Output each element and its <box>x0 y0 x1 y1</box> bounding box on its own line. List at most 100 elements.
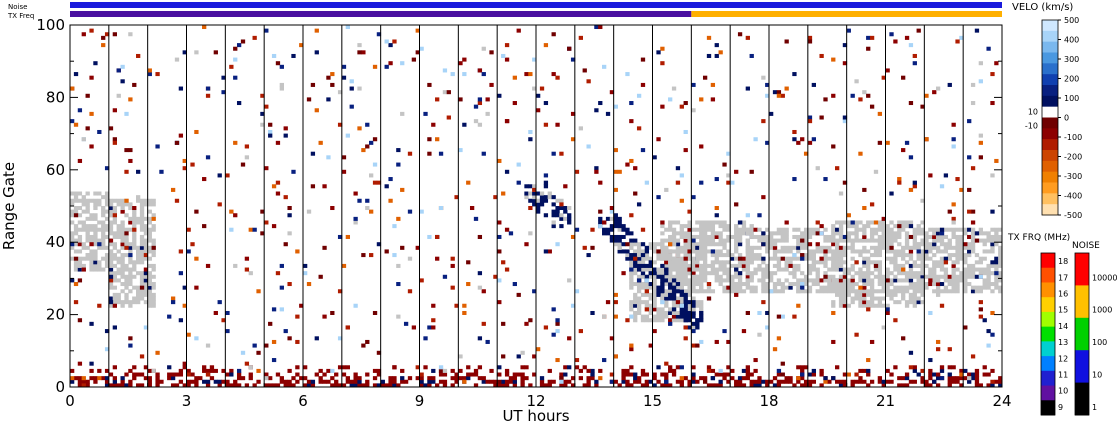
echo-cell <box>147 379 152 384</box>
ground-scatter-cell <box>815 260 820 265</box>
echo-cell <box>283 329 288 334</box>
ground-scatter-cell <box>772 256 778 261</box>
echo-cell <box>73 122 79 127</box>
ground-scatter-cell <box>151 253 156 258</box>
echo-cell <box>376 368 382 373</box>
noise-scale-swatch <box>1075 285 1089 319</box>
ground-scatter-cell <box>978 285 983 290</box>
ground-scatter-cell <box>629 282 634 287</box>
ground-scatter-cell <box>726 289 731 294</box>
ground-scatter-cell <box>939 249 945 254</box>
ground-scatter-cell <box>959 227 964 232</box>
ground-scatter-cell <box>955 267 960 272</box>
echo-cell <box>792 129 797 134</box>
echo-cell <box>582 68 587 73</box>
ground-scatter-cell <box>132 213 137 218</box>
echo-cell <box>271 184 277 189</box>
ground-scatter-cell <box>73 227 79 232</box>
ground-scatter-cell <box>702 231 708 236</box>
echo-cell <box>345 325 350 330</box>
echo-cell <box>446 90 451 95</box>
ground-scatter-cell <box>120 206 125 211</box>
echo-cell <box>81 383 86 388</box>
echo-cell <box>450 376 455 381</box>
echo-cell <box>143 271 149 276</box>
ground-scatter-cell <box>986 282 991 287</box>
echo-cell <box>70 242 75 247</box>
ground-scatter-cell <box>901 256 906 261</box>
ground-scatter-cell <box>885 274 890 279</box>
ground-scatter-cell <box>877 296 883 301</box>
echo-cell <box>205 93 211 98</box>
ground-scatter-cell <box>143 249 149 254</box>
ground-scatter-cell <box>881 245 886 250</box>
ground-scatter-cell <box>761 238 766 243</box>
ground-scatter-cell <box>77 213 83 218</box>
ground-scatter-cell <box>147 282 152 287</box>
ground-scatter-cell <box>81 242 86 247</box>
echo-cell <box>295 249 300 254</box>
ground-scatter-cell <box>811 263 816 268</box>
echo-cell <box>656 379 661 384</box>
echo-cell <box>186 368 191 373</box>
ground-scatter-cell <box>675 256 681 261</box>
ground-scatter-cell <box>702 271 708 276</box>
echo-cell <box>493 274 498 279</box>
ground-scatter-cell <box>842 285 848 290</box>
ground-scatter-cell <box>885 292 890 297</box>
echo-cell <box>155 383 160 388</box>
ground-scatter-cell <box>139 206 145 211</box>
echo-cell <box>862 187 867 192</box>
ground-scatter-cell <box>749 224 754 229</box>
ground-scatter-cell <box>675 231 681 236</box>
echo-cell <box>749 379 754 384</box>
ground-scatter-cell <box>967 274 972 279</box>
ground-scatter-cell <box>838 300 844 305</box>
echo-cell <box>761 256 766 261</box>
echo-cell <box>477 365 483 370</box>
ground-scatter-cell <box>776 227 782 232</box>
ground-scatter-cell <box>648 256 653 261</box>
echo-cell <box>73 300 79 305</box>
echo-cell <box>784 376 789 381</box>
ground-scatter-cell <box>761 271 766 276</box>
ground-scatter-cell <box>796 256 801 261</box>
ground-scatter-cell <box>70 209 75 214</box>
echo-cell <box>671 372 677 377</box>
echo-cell <box>209 365 215 370</box>
ground-scatter-cell <box>769 238 774 243</box>
echo-cell <box>427 151 432 156</box>
echo-cell <box>928 383 933 388</box>
echo-cell <box>605 227 611 232</box>
echo-cell <box>885 368 890 373</box>
ground-scatter-cell <box>671 274 677 279</box>
echo-cell <box>182 50 187 55</box>
echo-cell <box>221 318 226 323</box>
ground-scatter-cell <box>749 274 754 279</box>
echo-cell <box>101 376 106 381</box>
ground-scatter-cell <box>807 231 813 236</box>
ground-scatter-cell <box>104 216 110 221</box>
echo-cell <box>547 195 552 200</box>
ground-scatter-cell <box>85 209 90 214</box>
echo-cell <box>951 216 956 221</box>
echo-cell <box>838 245 844 250</box>
ground-scatter-cell <box>737 234 743 239</box>
ground-scatter-cell <box>143 274 149 279</box>
echo-cell <box>559 376 564 381</box>
ground-scatter-cell <box>648 292 653 297</box>
ground-scatter-cell <box>959 253 964 258</box>
echo-cell <box>97 242 102 247</box>
echo-cell <box>77 379 83 384</box>
ground-scatter-cell <box>978 260 983 265</box>
ground-scatter-cell <box>629 274 634 279</box>
echo-cell <box>889 379 894 384</box>
echo-cell <box>326 75 331 80</box>
echo-cell <box>644 249 650 254</box>
echo-cell <box>112 303 117 308</box>
echo-cell <box>337 336 343 341</box>
echo-cell <box>745 368 750 373</box>
echo-cell <box>458 148 463 153</box>
echo-cell <box>970 372 976 377</box>
ground-scatter-cell <box>986 231 991 236</box>
